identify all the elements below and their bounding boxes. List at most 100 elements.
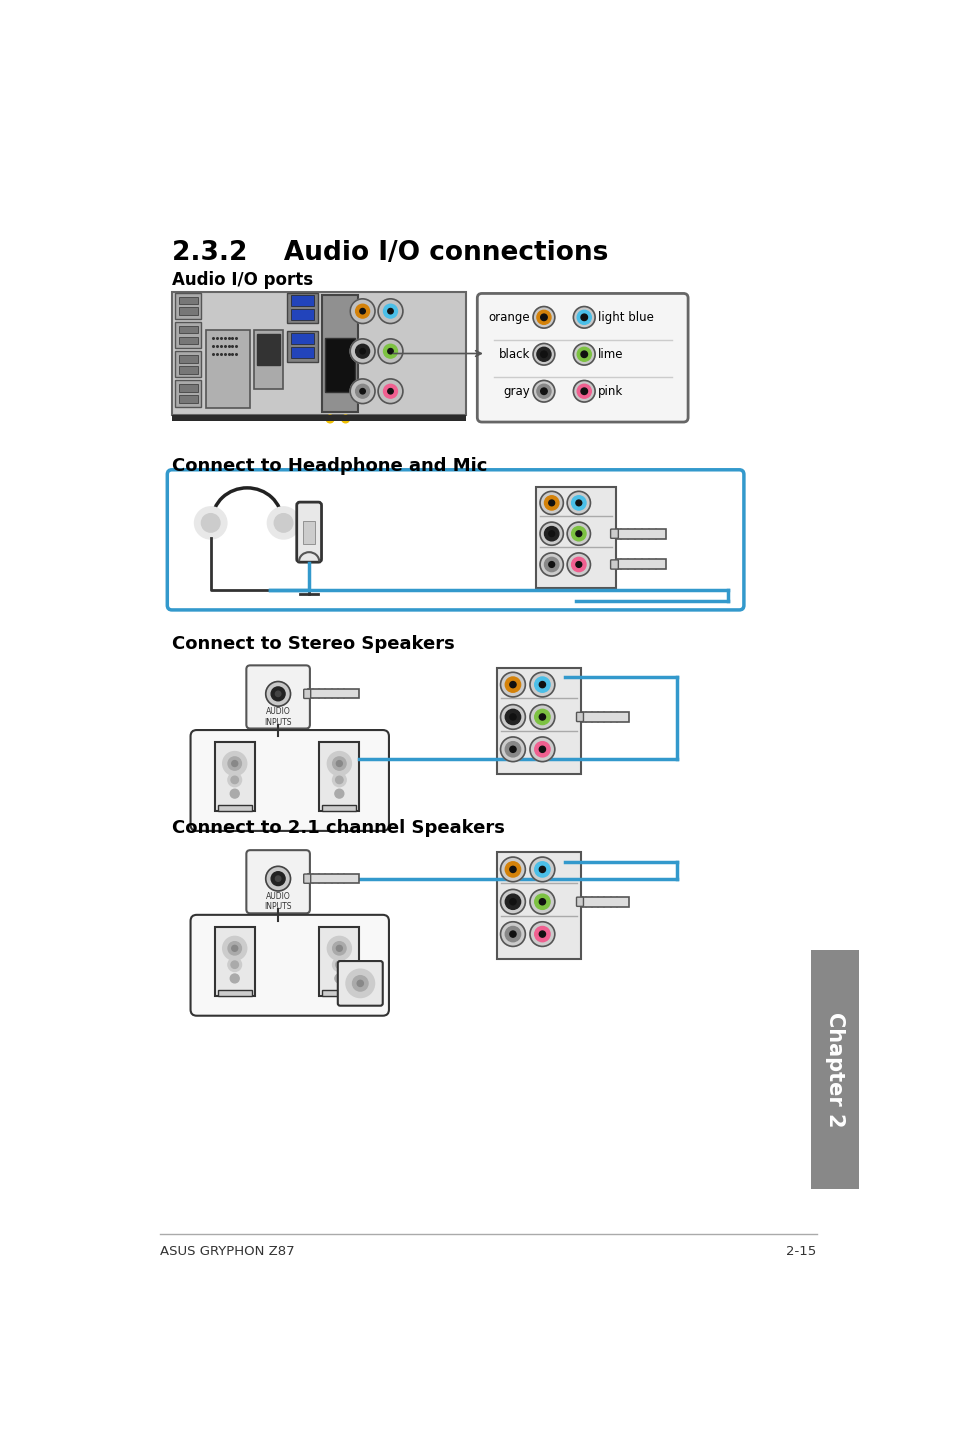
Circle shape	[500, 705, 525, 729]
Circle shape	[538, 713, 545, 720]
Circle shape	[509, 930, 516, 938]
Circle shape	[571, 496, 585, 510]
FancyBboxPatch shape	[580, 897, 629, 907]
FancyBboxPatch shape	[616, 529, 666, 539]
FancyBboxPatch shape	[322, 989, 356, 995]
Text: AUDIO
INPUTS: AUDIO INPUTS	[264, 707, 292, 726]
Text: Connect to Headphone and Mic: Connect to Headphone and Mic	[172, 457, 487, 476]
Circle shape	[266, 682, 291, 706]
Circle shape	[538, 899, 545, 905]
Circle shape	[355, 384, 369, 398]
Text: orange: orange	[488, 311, 530, 324]
Text: gray: gray	[503, 385, 530, 398]
Circle shape	[336, 945, 342, 952]
Circle shape	[275, 876, 280, 881]
FancyBboxPatch shape	[296, 502, 321, 562]
FancyBboxPatch shape	[610, 559, 618, 569]
Circle shape	[544, 526, 558, 541]
Circle shape	[231, 777, 238, 784]
FancyBboxPatch shape	[172, 292, 466, 416]
Circle shape	[333, 958, 346, 971]
Circle shape	[231, 961, 238, 968]
Circle shape	[580, 351, 587, 358]
FancyBboxPatch shape	[580, 712, 629, 722]
Circle shape	[274, 513, 293, 532]
Circle shape	[275, 692, 280, 696]
Circle shape	[505, 926, 520, 942]
Circle shape	[355, 344, 369, 358]
FancyBboxPatch shape	[179, 336, 197, 344]
Circle shape	[505, 709, 520, 725]
FancyBboxPatch shape	[286, 331, 317, 362]
FancyBboxPatch shape	[172, 416, 466, 421]
FancyBboxPatch shape	[319, 928, 359, 995]
Circle shape	[228, 756, 241, 771]
Text: ASUS GRYPHON Z87: ASUS GRYPHON Z87	[159, 1245, 294, 1258]
Circle shape	[266, 866, 291, 892]
Circle shape	[383, 344, 397, 358]
Circle shape	[326, 416, 334, 423]
FancyBboxPatch shape	[610, 529, 618, 538]
Circle shape	[341, 416, 349, 423]
FancyBboxPatch shape	[217, 989, 252, 995]
Circle shape	[537, 347, 551, 361]
Text: lime: lime	[598, 348, 623, 361]
Circle shape	[271, 687, 285, 700]
FancyBboxPatch shape	[303, 874, 311, 883]
FancyBboxPatch shape	[322, 805, 356, 811]
Circle shape	[335, 789, 343, 798]
FancyBboxPatch shape	[179, 296, 197, 305]
Circle shape	[505, 861, 520, 877]
Circle shape	[353, 975, 368, 991]
FancyBboxPatch shape	[291, 348, 314, 358]
Circle shape	[333, 774, 346, 787]
Circle shape	[359, 309, 365, 313]
Circle shape	[335, 777, 343, 784]
Circle shape	[539, 554, 562, 577]
Circle shape	[228, 958, 241, 971]
Circle shape	[500, 922, 525, 946]
Circle shape	[537, 311, 551, 325]
Circle shape	[580, 313, 587, 321]
FancyBboxPatch shape	[174, 381, 201, 407]
FancyBboxPatch shape	[291, 295, 314, 306]
Circle shape	[534, 926, 550, 942]
Circle shape	[534, 894, 550, 909]
Text: black: black	[498, 348, 530, 361]
Circle shape	[377, 380, 402, 404]
FancyBboxPatch shape	[810, 951, 858, 1189]
Text: 2.3.2    Audio I/O connections: 2.3.2 Audio I/O connections	[172, 240, 608, 266]
Circle shape	[534, 742, 550, 756]
Circle shape	[533, 306, 555, 328]
FancyBboxPatch shape	[214, 742, 254, 811]
Circle shape	[335, 961, 343, 968]
Circle shape	[500, 890, 525, 915]
Circle shape	[359, 388, 365, 394]
Circle shape	[509, 866, 516, 873]
Text: Chapter 2: Chapter 2	[823, 1012, 843, 1127]
FancyBboxPatch shape	[191, 915, 389, 1015]
FancyBboxPatch shape	[303, 521, 315, 544]
Circle shape	[573, 344, 595, 365]
FancyBboxPatch shape	[337, 961, 382, 1005]
Text: Connect to Stereo Speakers: Connect to Stereo Speakers	[172, 634, 455, 653]
FancyBboxPatch shape	[319, 742, 359, 811]
Circle shape	[359, 348, 365, 354]
Circle shape	[346, 969, 374, 997]
FancyBboxPatch shape	[179, 355, 197, 362]
Text: Audio I/O ports: Audio I/O ports	[172, 272, 313, 289]
FancyBboxPatch shape	[191, 731, 389, 831]
Circle shape	[350, 299, 375, 324]
Circle shape	[577, 311, 591, 325]
Text: pink: pink	[598, 385, 623, 398]
Circle shape	[333, 942, 346, 955]
FancyBboxPatch shape	[179, 365, 197, 374]
Circle shape	[580, 388, 587, 394]
FancyBboxPatch shape	[291, 334, 314, 344]
Circle shape	[377, 339, 402, 364]
Circle shape	[383, 305, 397, 318]
Circle shape	[539, 522, 562, 545]
FancyBboxPatch shape	[476, 293, 687, 421]
Text: light blue: light blue	[598, 311, 654, 324]
Circle shape	[571, 558, 585, 572]
